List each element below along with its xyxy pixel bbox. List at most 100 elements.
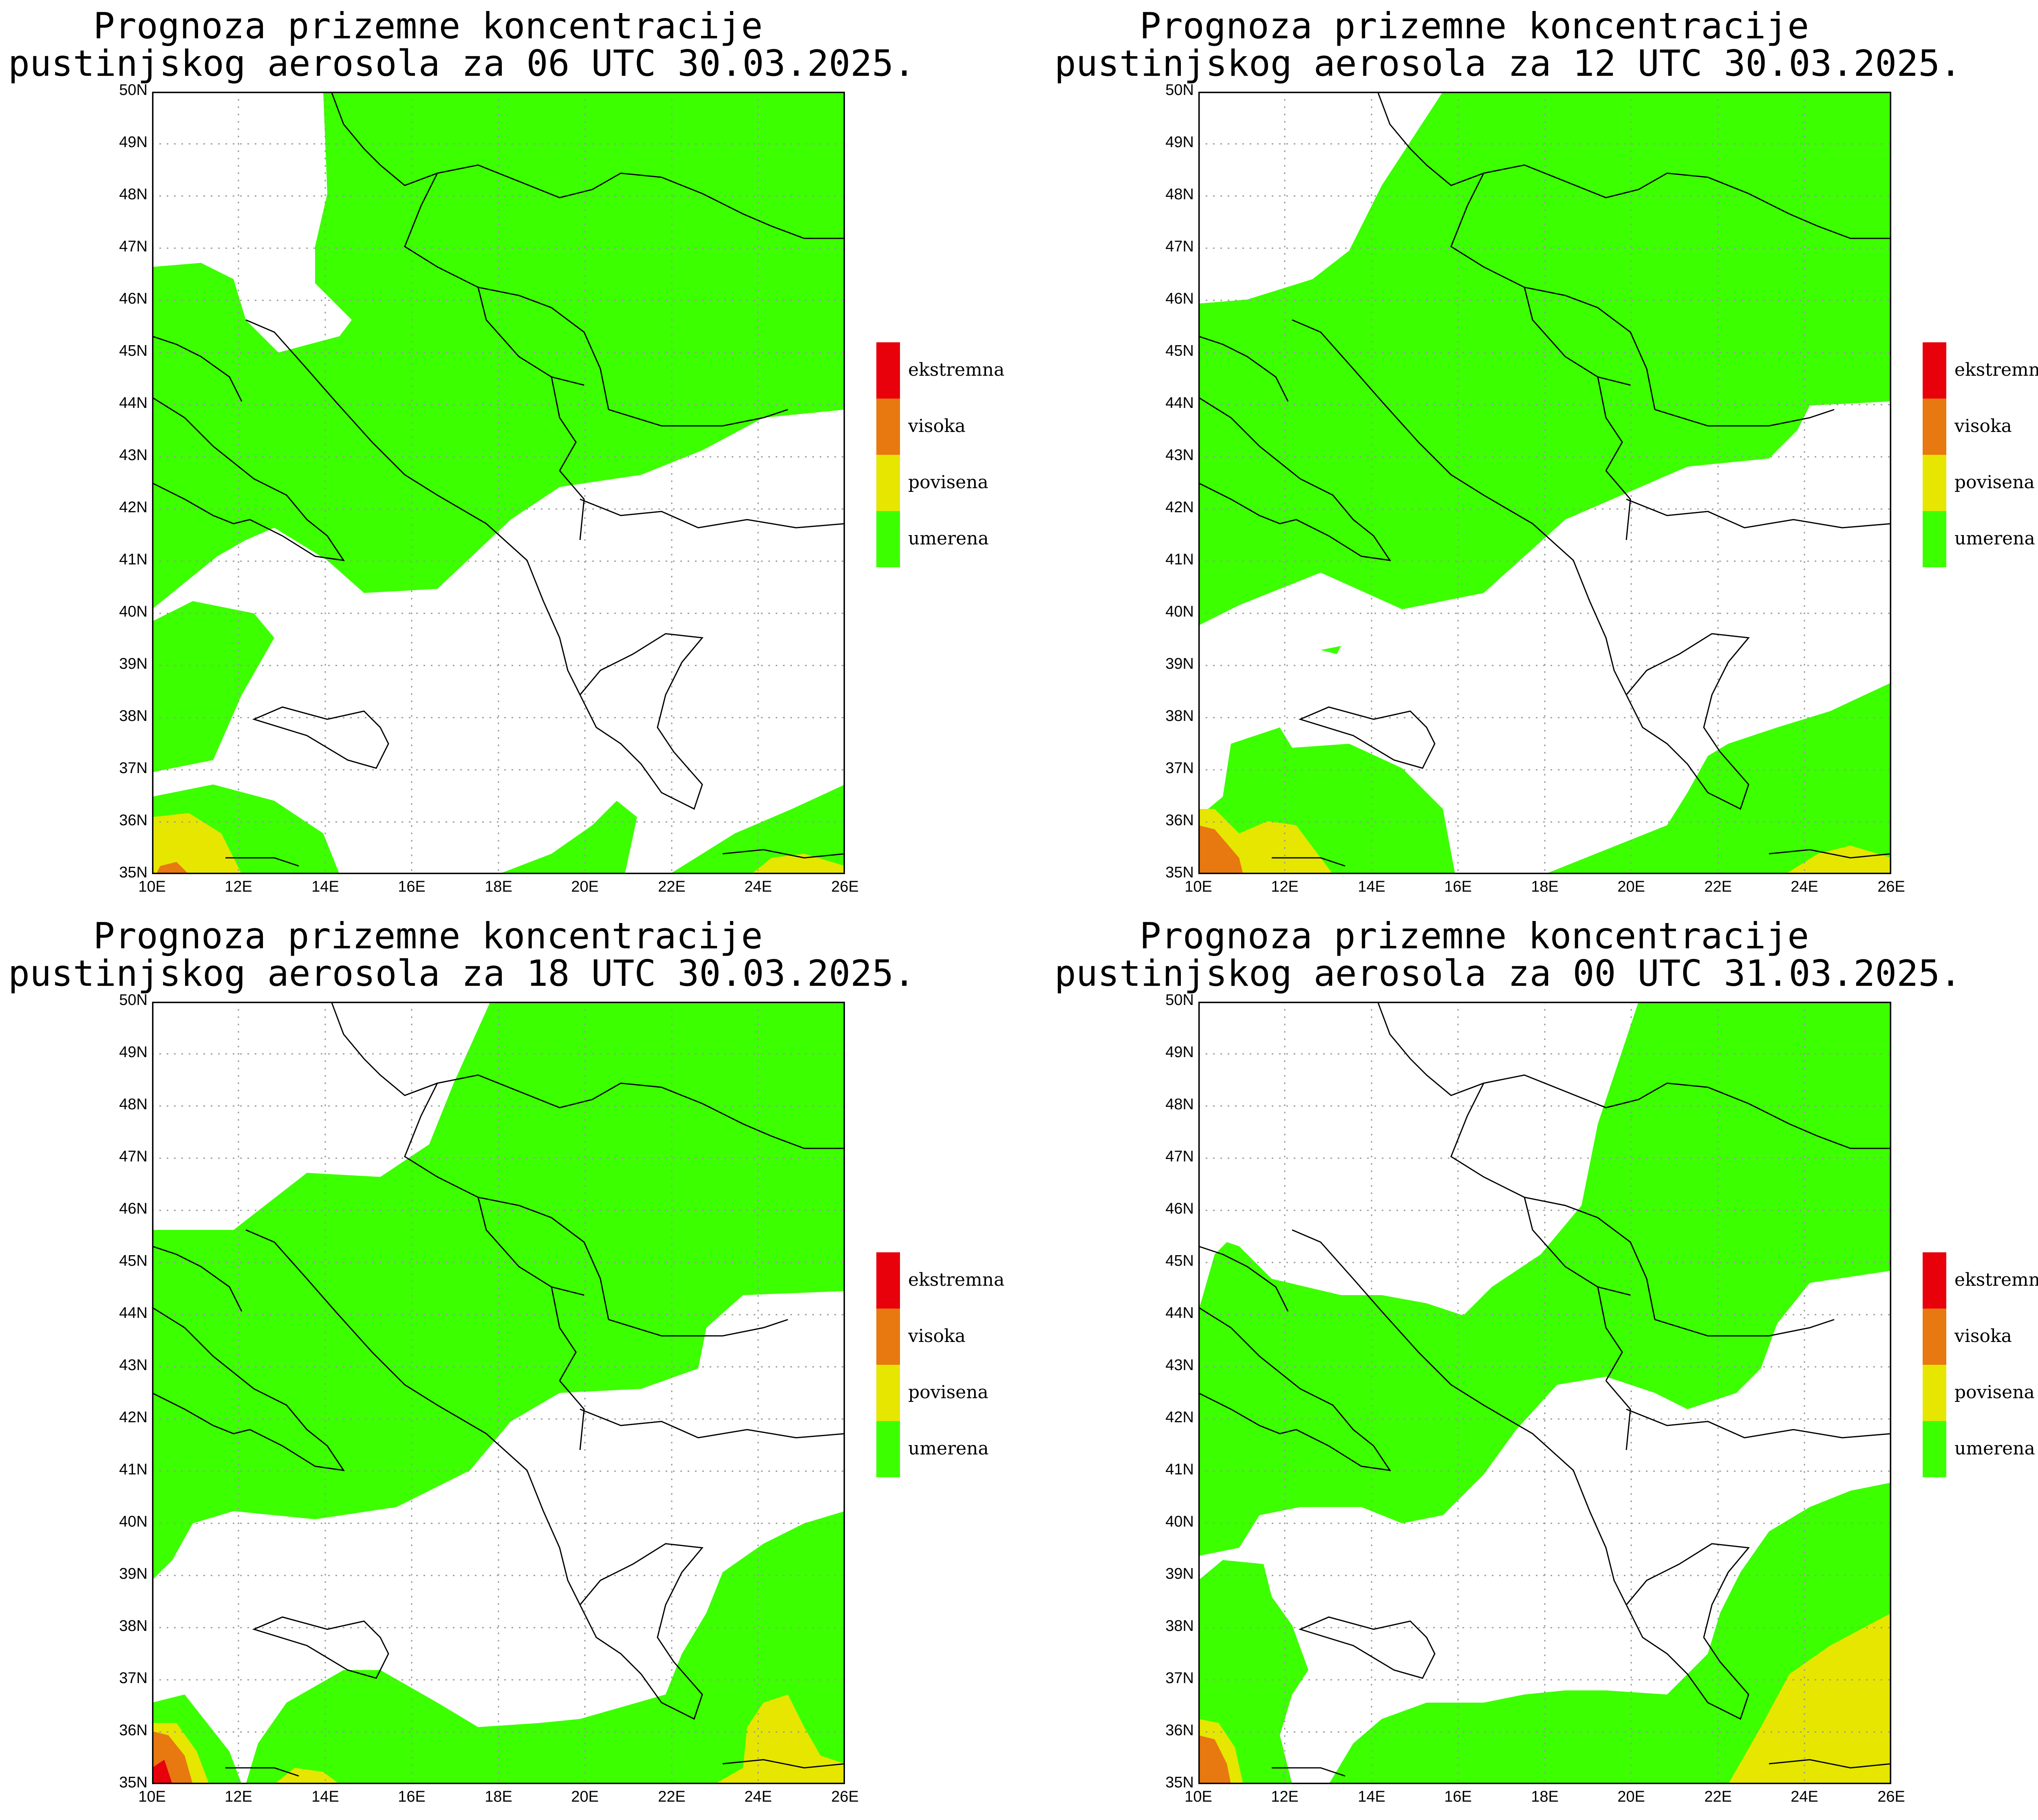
lat-label: 45N [119, 1252, 148, 1269]
area-umerena [152, 601, 274, 772]
lat-label: 35N [119, 1774, 148, 1791]
area-umerena [1198, 92, 1891, 626]
lon-label: 12E [225, 1788, 252, 1805]
lon-label: 24E [1791, 1788, 1818, 1805]
map-frame [152, 1002, 845, 1784]
legend-swatch-umerena [876, 511, 900, 567]
legend-label: ekstremna [908, 359, 1005, 380]
lon-label: 26E [1877, 1788, 1905, 1805]
lat-label: 39N [1165, 655, 1194, 672]
concentration-map [152, 1002, 845, 1784]
legend-swatch-povisena [1923, 1365, 1946, 1421]
legend-swatch-ekstremna [876, 342, 900, 399]
lat-label: 38N [119, 1617, 148, 1635]
legend-label: umerena [1954, 1438, 2035, 1459]
legend-swatch-visoka [876, 399, 900, 455]
lat-label: 50N [1165, 992, 1194, 1009]
lat-label: 45N [1165, 1252, 1194, 1269]
legend-swatch-ekstremna [1923, 1252, 1946, 1309]
lon-label: 18E [485, 1788, 512, 1805]
area-povisena [1728, 1613, 1891, 1784]
legend-swatch-umerena [1923, 511, 1946, 567]
legend-label: visoka [1954, 1326, 2012, 1346]
concentration-map [1198, 92, 1891, 874]
lat-label: 39N [1165, 1565, 1194, 1582]
map-frame [152, 92, 845, 874]
lon-label: 14E [311, 878, 339, 895]
lat-label: 45N [119, 342, 148, 359]
lat-label: 42N [1165, 499, 1194, 516]
area-umerena [1329, 1483, 1891, 1784]
lat-label: 35N [1165, 1774, 1194, 1791]
lat-label: 46N [119, 1200, 148, 1217]
legend-label: visoka [1954, 416, 2012, 436]
concentration-map [152, 92, 845, 874]
lon-label: 20E [571, 878, 599, 895]
lat-label: 41N [1165, 1461, 1194, 1478]
lon-label: 12E [1271, 1788, 1299, 1805]
legend-swatch-povisena [876, 1365, 900, 1421]
lat-label: 37N [119, 1670, 148, 1687]
lon-label: 14E [1358, 878, 1385, 895]
lat-label: 38N [1165, 707, 1194, 725]
legend-label: umerena [908, 1438, 989, 1459]
area-visoka [156, 862, 189, 874]
lon-label: 26E [831, 1788, 859, 1805]
lat-label: 45N [1165, 342, 1194, 359]
lon-label: 16E [1444, 878, 1472, 895]
lat-label: 37N [1165, 760, 1194, 777]
panel-title-line1: Prognoza prizemne koncentracije [93, 915, 763, 957]
lon-label: 16E [398, 1788, 426, 1805]
lat-label: 50N [1165, 82, 1194, 99]
lat-label: 49N [119, 1044, 148, 1061]
lat-label: 46N [1165, 290, 1194, 307]
lon-label: 14E [311, 1788, 339, 1805]
panel-title-line1: Prognoza prizemne koncentracije [1139, 5, 1809, 47]
lat-label: 44N [119, 394, 148, 412]
legend-swatch-povisena [876, 455, 900, 511]
legend-label: umerena [1954, 528, 2035, 549]
lon-label: 18E [485, 878, 512, 895]
lat-label: 49N [119, 134, 148, 151]
panel-title-line1: Prognoza prizemne koncentracije [1139, 915, 1809, 957]
legend-label: povisena [1954, 472, 2035, 493]
area-povisena [274, 1768, 340, 1784]
lon-label: 26E [1877, 878, 1905, 895]
lat-label: 46N [119, 290, 148, 307]
coastlines [1198, 1002, 1891, 1777]
legend-swatch-visoka [1923, 399, 1946, 455]
lat-label: 38N [1165, 1617, 1194, 1635]
lat-label: 42N [1165, 1409, 1194, 1426]
concentration-map [1198, 1002, 1891, 1784]
map-frame [1198, 1002, 1891, 1784]
lon-label: 22E [658, 878, 686, 895]
lat-label: 47N [119, 1148, 148, 1165]
legend-swatch-umerena [1923, 1421, 1946, 1477]
panel-title-line2: pustinjskog aerosola za 12 UTC 30.03.202… [1054, 42, 1962, 84]
area-povisena [152, 813, 242, 874]
lat-label: 42N [119, 499, 148, 516]
legend-label: povisena [908, 472, 988, 493]
legend-label: ekstremna [908, 1269, 1005, 1290]
lon-label: 24E [1791, 878, 1818, 895]
legend-swatch-ekstremna [876, 1252, 900, 1309]
area-ekstremna [152, 1760, 172, 1784]
lon-label: 12E [1271, 878, 1299, 895]
lon-label: 10E [138, 1788, 166, 1805]
lat-label: 36N [1165, 812, 1194, 829]
lon-label: 26E [831, 878, 859, 895]
panel-title-line2: pustinjskog aerosola za 06 UTC 30.03.202… [8, 42, 915, 84]
lon-label: 12E [225, 878, 252, 895]
lon-label: 20E [1617, 878, 1645, 895]
lon-label: 16E [1444, 1788, 1472, 1805]
lat-label: 39N [119, 1565, 148, 1582]
lat-label: 44N [119, 1304, 148, 1322]
lat-label: 44N [1165, 394, 1194, 412]
lon-label: 10E [1184, 1788, 1212, 1805]
area-umerena [498, 801, 637, 874]
area-visoka [1198, 825, 1243, 874]
lon-label: 18E [1531, 878, 1559, 895]
lat-label: 41N [119, 551, 148, 568]
lat-label: 43N [1165, 1357, 1194, 1374]
lat-label: 36N [119, 1722, 148, 1739]
